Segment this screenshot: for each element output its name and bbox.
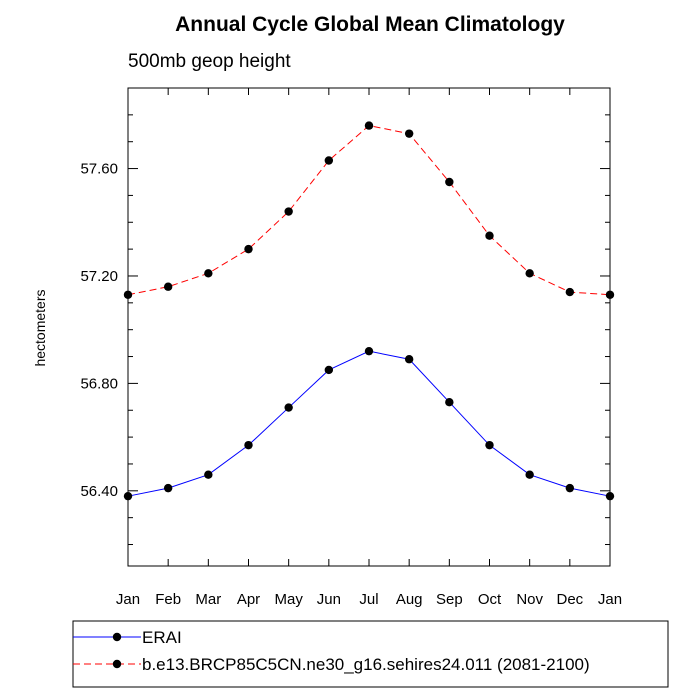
data-point-series-0 xyxy=(284,403,293,412)
data-point-series-1 xyxy=(364,121,374,130)
legend: ERAI b.e13.BRCP85C5CN.ne30_g16.sehires24… xyxy=(72,620,669,688)
y-tick-label: 56.80 xyxy=(80,375,118,392)
legend-label-erai: ERAI xyxy=(142,628,182,647)
x-tick-label: Apr xyxy=(237,591,260,608)
data-point-series-1 xyxy=(324,156,334,165)
data-point-series-1 xyxy=(244,244,253,254)
plot-frame xyxy=(127,87,611,567)
x-tick-label: Dec xyxy=(556,591,583,608)
y-tick-label: 57.20 xyxy=(80,268,118,285)
data-point-series-0 xyxy=(364,346,374,356)
data-point-series-1 xyxy=(284,207,293,216)
x-tick-label: Jun xyxy=(317,591,341,608)
chart-subtitle: 500mb geop height xyxy=(128,51,291,72)
chart-title: Annual Cycle Global Mean Climatology xyxy=(175,13,565,36)
legend-label-model: b.e13.BRCP85C5CN.ne30_g16.sehires24.011 … xyxy=(142,655,590,674)
data-point-series-1 xyxy=(525,269,534,278)
data-point-series-0 xyxy=(404,355,414,364)
data-point-series-0 xyxy=(324,365,334,375)
x-tick-label: Feb xyxy=(155,591,181,608)
legend-marker-erai xyxy=(112,632,122,642)
data-point-series-1 xyxy=(445,177,454,187)
data-point-series-1 xyxy=(204,269,213,278)
x-tick-label: Sep xyxy=(436,591,463,608)
data-point-series-1 xyxy=(565,287,575,297)
data-point-series-1 xyxy=(485,231,494,240)
data-point-series-0 xyxy=(163,483,173,493)
series-line-1 xyxy=(127,125,611,296)
x-tick-label: Mar xyxy=(195,591,221,608)
x-tick-label: Jan xyxy=(598,591,622,608)
y-axis-label: hectometers xyxy=(32,289,48,366)
data-point-series-0 xyxy=(485,440,494,450)
data-point-series-0 xyxy=(204,470,213,479)
x-tick-label: May xyxy=(274,591,303,608)
data-point-series-0 xyxy=(525,470,534,479)
series-line-0 xyxy=(127,350,611,497)
x-tick-label: Jul xyxy=(359,591,378,608)
legend-marker-model xyxy=(112,659,122,669)
data-point-series-1 xyxy=(404,129,414,138)
data-point-series-0 xyxy=(244,440,253,450)
x-tick-label: Aug xyxy=(396,591,423,608)
x-tick-label: Nov xyxy=(516,591,543,608)
data-point-series-0 xyxy=(445,397,454,407)
x-tick-label: Jan xyxy=(116,591,140,608)
x-tick-label: Oct xyxy=(478,591,502,608)
y-tick-label: 56.40 xyxy=(80,483,118,500)
legend-frame xyxy=(72,620,669,688)
data-point-series-1 xyxy=(163,282,173,291)
data-point-series-0 xyxy=(565,483,575,493)
y-tick-label: 57.60 xyxy=(80,161,118,178)
